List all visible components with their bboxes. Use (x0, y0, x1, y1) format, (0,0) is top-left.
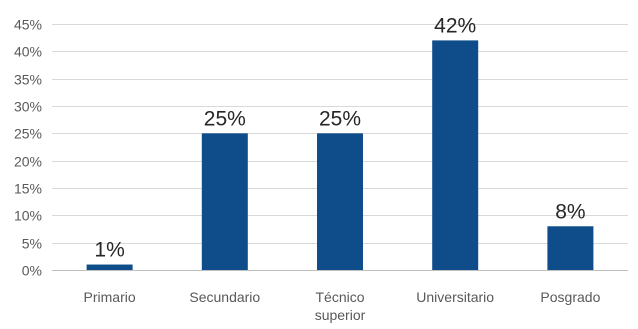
category-label: Universitario (416, 289, 494, 305)
data-label: 42% (434, 14, 476, 37)
y-tick-label: 15% (14, 181, 42, 197)
y-tick-label: 30% (14, 99, 42, 115)
bars (86, 40, 594, 271)
category-label: Secundario (189, 289, 260, 305)
y-tick-label: 35% (14, 72, 42, 88)
y-tick-label: 0% (22, 263, 42, 279)
y-tick-label: 10% (14, 208, 42, 224)
data-label: 1% (94, 239, 124, 262)
bar (86, 264, 133, 270)
data-label: 25% (204, 107, 246, 130)
bar (547, 226, 594, 270)
bar (432, 40, 479, 271)
category-label: Posgrado (540, 289, 600, 305)
data-label: 8% (555, 200, 585, 223)
category-label: Primario (84, 289, 136, 305)
y-axis-tick-labels: 0% 5% 10% 15% 20% 25% 30% 35% 40% 45% (14, 17, 42, 279)
y-tick-label: 45% (14, 17, 42, 33)
y-tick-label: 5% (22, 236, 42, 252)
category-label: Técnico superior (315, 289, 366, 323)
y-tick-label: 25% (14, 126, 42, 142)
y-tick-label: 40% (14, 44, 42, 60)
data-label: 25% (319, 107, 361, 130)
x-axis-category-labels: Primario Secundario Técnico superior Univers… (84, 289, 601, 323)
data-labels: 1% 25% 25% 42% 8% (94, 14, 585, 261)
bar (201, 133, 248, 270)
y-tick-label: 20% (14, 154, 42, 170)
bar (317, 133, 363, 270)
